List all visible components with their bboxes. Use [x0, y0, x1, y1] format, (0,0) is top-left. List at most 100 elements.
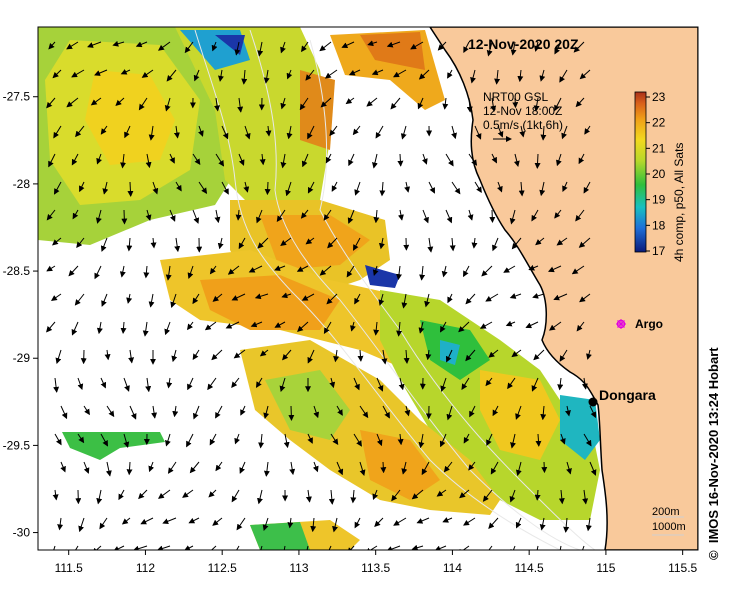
- current-arrow: [411, 544, 424, 550]
- current-arrow: [380, 461, 387, 474]
- current-arrow: [286, 69, 293, 80]
- current-arrow: [533, 349, 545, 361]
- current-arrow: [535, 433, 542, 447]
- lat-tick-label: -28.5: [3, 264, 31, 278]
- current-arrow: [386, 41, 401, 48]
- current-arrow: [296, 265, 309, 272]
- current-arrow: [123, 377, 130, 392]
- current-arrow: [215, 405, 223, 419]
- current-arrow: [519, 125, 526, 138]
- current-arrow: [515, 517, 522, 529]
- colorbar-tick-label: 20: [652, 167, 666, 181]
- current-arrow: [503, 265, 516, 273]
- colorbar-tick-label: 18: [652, 218, 666, 232]
- current-arrow: [211, 349, 223, 361]
- current-arrow: [490, 97, 497, 112]
- current-arrow: [378, 293, 385, 306]
- current-arrow: [398, 377, 405, 391]
- current-arrow: [563, 517, 570, 533]
- current-arrow: [437, 41, 447, 51]
- current-arrow: [142, 321, 149, 337]
- current-arrow: [485, 293, 499, 302]
- current-arrow: [192, 209, 200, 224]
- current-arrow: [236, 545, 240, 550]
- current-arrow: [581, 377, 588, 390]
- current-arrow: [488, 349, 499, 358]
- current-arrow: [554, 97, 562, 112]
- current-arrow: [578, 237, 591, 248]
- current-arrow: [175, 181, 182, 192]
- current-arrow: [571, 265, 585, 275]
- current-arrow: [164, 97, 171, 112]
- current-time: 12-Nov 18:00Z: [483, 104, 562, 118]
- current-arrow: [100, 377, 107, 389]
- current-arrow: [323, 321, 332, 334]
- current-arrow: [280, 97, 287, 110]
- current-arrow: [187, 377, 194, 391]
- current-arrow: [96, 321, 103, 335]
- current-arrow: [359, 405, 369, 419]
- current-arrow: [52, 489, 59, 501]
- current-arrow: [54, 181, 62, 195]
- current-arrow: [121, 517, 131, 525]
- current-arrow: [77, 377, 84, 391]
- current-arrow: [53, 377, 60, 393]
- current-arrow: [440, 377, 447, 392]
- current-arrow: [492, 405, 499, 417]
- current-arrow: [274, 321, 286, 328]
- current-arrow: [263, 461, 270, 477]
- current-arrow: [115, 97, 125, 106]
- current-arrow: [403, 349, 410, 364]
- current-arrow: [169, 153, 175, 164]
- colorbar-tick-label: 17: [652, 244, 666, 258]
- current-arrow: [396, 321, 403, 337]
- current-arrow: [534, 41, 540, 52]
- current-arrow: [376, 433, 383, 447]
- current-arrow: [559, 349, 568, 362]
- current-arrow: [221, 125, 229, 140]
- current-arrow: [468, 461, 476, 471]
- current-arrow: [440, 321, 447, 333]
- current-arrow: [481, 265, 493, 277]
- current-arrow: [169, 209, 176, 222]
- current-arrow: [283, 433, 290, 449]
- current-arrow: [341, 41, 355, 48]
- current-arrow: [488, 545, 493, 550]
- current-arrow: [400, 125, 407, 140]
- current-arrow: [465, 349, 476, 362]
- current-arrow: [336, 405, 343, 416]
- current-arrow: [536, 545, 539, 550]
- current-arrow: [465, 293, 476, 305]
- current-arrow: [121, 209, 128, 225]
- current-arrow: [510, 545, 517, 550]
- argo-marker[interactable]: [616, 319, 626, 329]
- current-arrow: [281, 292, 292, 299]
- current-arrow: [374, 517, 384, 528]
- current-arrow: [410, 41, 424, 50]
- current-arrow: [256, 209, 263, 224]
- dongara-marker[interactable]: [588, 397, 598, 407]
- current-arrow: [469, 405, 476, 418]
- current-arrow: [463, 433, 470, 444]
- current-arrow: [264, 181, 271, 196]
- current-arrow: [589, 405, 596, 419]
- current-arrow: [445, 153, 454, 167]
- current-arrow: [46, 265, 56, 272]
- current-arrow: [525, 321, 539, 329]
- current-arrow: [192, 293, 200, 305]
- latitude-axis: -27.5 -28 -28.5 -29 -29.5 -30: [3, 90, 38, 540]
- current-arrow: [307, 181, 315, 194]
- colorbar: [634, 91, 647, 253]
- current-arrow: [198, 125, 204, 137]
- current-arrow: [307, 433, 313, 444]
- current-arrow: [96, 489, 103, 505]
- current-arrow: [263, 405, 270, 419]
- current-arrow: [582, 489, 589, 505]
- current-arrow: [90, 97, 102, 106]
- current-arrow: [379, 181, 386, 197]
- current-arrow: [585, 517, 592, 532]
- current-arrow: [83, 405, 90, 416]
- current-arrow: [557, 377, 564, 391]
- current-arrow: [328, 489, 335, 505]
- current-arrow: [244, 125, 251, 140]
